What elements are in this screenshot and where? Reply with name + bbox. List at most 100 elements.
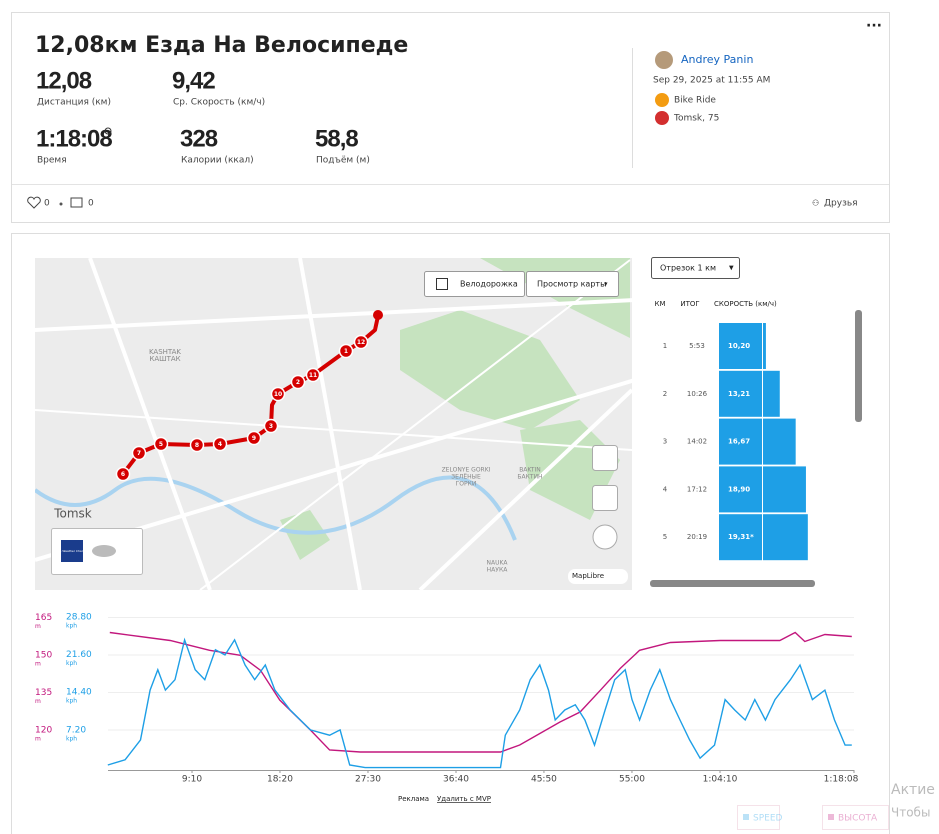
place-label: БАКТИН xyxy=(517,474,542,481)
x-tick-label: 36:40 xyxy=(443,775,469,785)
y-tick-label: 120 xyxy=(35,726,52,736)
km-marker-label: 8 xyxy=(195,442,199,449)
checkbox[interactable] xyxy=(436,278,448,290)
split-km: 5 xyxy=(663,533,667,541)
split-km: 2 xyxy=(663,390,667,398)
stat-label: Подъём (м) xyxy=(316,156,370,166)
comment-count: 0 xyxy=(88,199,94,209)
separator xyxy=(59,202,63,206)
comment-icon[interactable] xyxy=(70,197,83,208)
place-label: BAKTIN xyxy=(519,467,541,474)
km-marker xyxy=(305,367,321,383)
km-marker-label: 12 xyxy=(357,339,365,346)
legend-button[interactable] xyxy=(737,805,780,830)
split-speed: 18,90 xyxy=(728,485,750,493)
km-marker xyxy=(212,436,228,452)
activity-type: Bike Ride xyxy=(674,96,716,106)
km-marker xyxy=(290,374,306,390)
split-speed: 19,31* xyxy=(728,533,754,541)
km-marker xyxy=(338,343,354,359)
stat-label: Калории (ккал) xyxy=(181,156,254,166)
ad-label: Реклама xyxy=(398,795,429,803)
y2-tick-label: 28.80 xyxy=(66,612,92,622)
split-speed: 10,20 xyxy=(728,342,750,350)
weather-logo-text: The Weather Channel xyxy=(55,549,89,553)
fullscreen-button[interactable] xyxy=(592,445,618,471)
bike-lane-toggle[interactable] xyxy=(424,271,525,297)
place-label: ZELONYE GORKI xyxy=(442,467,491,474)
split-km: 3 xyxy=(663,438,667,446)
summary-card xyxy=(11,12,890,223)
scrollbar[interactable] xyxy=(650,580,815,587)
scrollbar[interactable] xyxy=(855,310,862,422)
stat-label: Дистанция (км) xyxy=(37,98,111,108)
visibility-icon: ⚇ xyxy=(812,199,819,208)
series-line xyxy=(107,637,852,769)
location-icon xyxy=(655,111,669,125)
splits-table: КМ ИТОГ СКОРОСТЬ (км/ч) 1 5:53 10,20 2 10:26 13,… xyxy=(654,300,808,575)
bike-lane-label: Велодорожка xyxy=(460,280,518,289)
x-tick-label: 55:00 xyxy=(619,775,645,785)
like-icon[interactable] xyxy=(27,196,41,209)
place-label: ЗЕЛЁНЫЕ xyxy=(451,474,481,481)
stats: 12,08 Дистанция (км) 9,42 Ср. Скорость (км/… xyxy=(36,67,370,165)
menu-button[interactable]: ··· xyxy=(866,18,882,34)
km-marker xyxy=(115,466,131,482)
weather-cloud xyxy=(92,545,116,557)
overlay-text: Чтобы xyxy=(891,806,930,820)
series-line xyxy=(109,631,852,753)
split-time: 17:12 xyxy=(687,485,707,493)
visibility-selector[interactable]: Друзья xyxy=(824,199,858,209)
km-marker xyxy=(131,445,147,461)
x-tick-label: 18:20 xyxy=(267,775,293,785)
dropdown-arrow: ▾ xyxy=(604,280,608,288)
y2-tick-label: 7.20 xyxy=(66,725,86,735)
elevation-speed-chart: 165m150m135m120m28.80kph21.60kph14.40kph… xyxy=(35,612,889,830)
column-header: ИТОГ xyxy=(680,300,699,308)
split-speed: 13,21 xyxy=(728,390,750,398)
km-marker-label: 11 xyxy=(309,372,317,379)
x-tick-label: 9:10 xyxy=(182,775,202,785)
weather-logo xyxy=(61,540,83,562)
km-marker xyxy=(270,386,286,402)
km-marker-label: 1 xyxy=(344,348,348,355)
km-marker-label: 10 xyxy=(274,391,282,398)
split-time: 5:53 xyxy=(689,342,705,350)
y2-tick-label: 21.60 xyxy=(66,650,92,660)
place-label: KASHTAK xyxy=(149,348,181,356)
stat-value: 12,08 xyxy=(36,67,92,94)
compass-button[interactable] xyxy=(592,524,618,550)
remove-ads-link[interactable]: Удалить с MVP xyxy=(437,795,491,803)
river xyxy=(35,475,517,541)
place-label: ГОРКИ xyxy=(456,481,477,488)
km-marker xyxy=(189,437,205,453)
km-marker xyxy=(153,436,169,452)
km-marker-label: 6 xyxy=(121,471,125,478)
x-tick-label: 1:04:10 xyxy=(703,775,738,785)
split-selector[interactable] xyxy=(651,257,740,279)
split-km: 1 xyxy=(663,342,667,350)
x-tick-label: 45:50 xyxy=(531,775,557,785)
y2-unit: kph xyxy=(66,735,77,742)
y2-unit: kph xyxy=(66,622,77,629)
y2-unit: kph xyxy=(66,698,77,705)
stat-value: 1:18:08 xyxy=(36,125,112,152)
avatar xyxy=(655,51,673,69)
recenter-button[interactable] xyxy=(592,485,618,511)
km-marker-label: 4 xyxy=(218,441,222,448)
split-speed-bar xyxy=(719,323,766,369)
activity-icon xyxy=(655,93,669,107)
legend-swatch xyxy=(828,814,834,820)
park xyxy=(280,510,330,560)
km-marker-label: 7 xyxy=(137,450,141,457)
y-tick-label: 150 xyxy=(35,651,52,661)
legend-button[interactable] xyxy=(822,805,889,830)
map-view-button[interactable] xyxy=(526,271,619,297)
athlete-name[interactable]: Andrey Panin xyxy=(681,53,753,66)
column-header: СКОРОСТЬ (км/ч) xyxy=(714,300,777,308)
legend-label: SPEED xyxy=(753,814,783,824)
route-end xyxy=(373,310,383,320)
